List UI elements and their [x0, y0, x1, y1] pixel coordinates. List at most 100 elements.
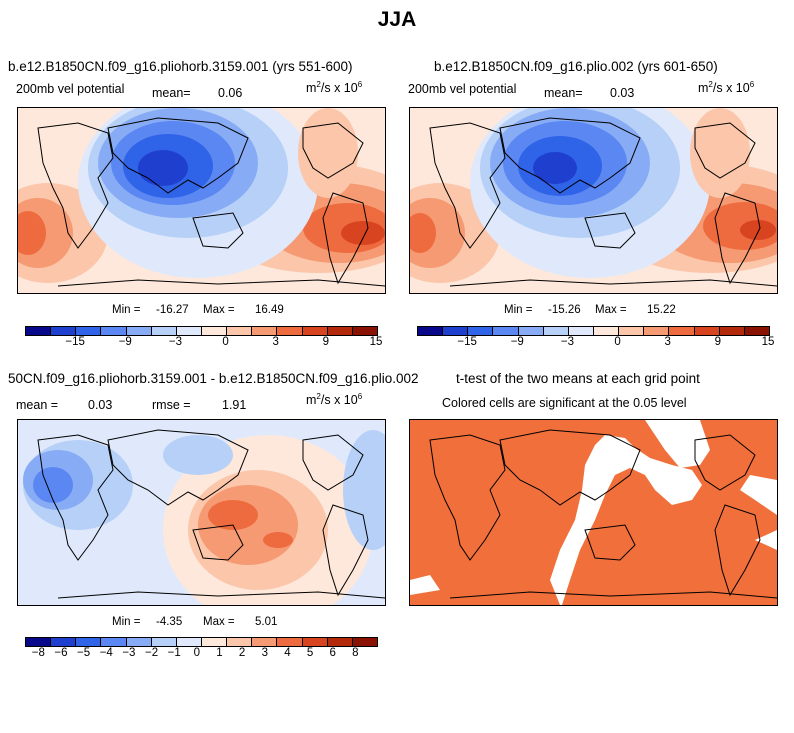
colorbar-swatch	[26, 638, 52, 646]
panel4-significance	[410, 420, 777, 605]
colorbar-swatch	[277, 327, 303, 335]
panel2-mean-label: mean=	[544, 86, 583, 100]
colorbar-tick-label: −15	[65, 336, 85, 348]
colorbar-tick-label: 15	[761, 336, 775, 348]
panel3-mean-label: mean =	[16, 398, 59, 412]
colorbar-swatch	[51, 638, 77, 646]
colorbar-swatch	[252, 638, 278, 646]
colorbar-tick-label: −3	[560, 336, 574, 348]
panel2-colorbar	[417, 326, 770, 336]
colorbar-swatch	[518, 327, 544, 335]
panel1-max-label: Max =	[203, 304, 235, 316]
colorbar-swatch	[302, 638, 328, 646]
panel2-max-label: Max =	[595, 304, 627, 316]
panel4-map	[409, 419, 778, 606]
panel3-units: m2/s x 106	[306, 392, 363, 408]
colorbar-swatch	[327, 638, 353, 646]
panel3-mean-value: 0.03	[88, 398, 113, 412]
colorbar-swatch	[277, 638, 303, 646]
panel3-max-label: Max =	[203, 616, 235, 628]
panel2-field	[410, 108, 777, 293]
panel1-mean-value: 0.06	[218, 86, 243, 100]
colorbar-swatch	[694, 327, 720, 335]
colorbar-tick-label: 6	[329, 647, 336, 659]
colorbar-tick-label: −1	[167, 647, 181, 659]
colorbar-swatch	[352, 638, 377, 646]
colorbar-tick-label: −3	[168, 336, 182, 348]
colorbar-swatch	[51, 327, 77, 335]
colorbar-swatch	[252, 327, 278, 335]
colorbar-swatch	[468, 327, 494, 335]
colorbar-swatch	[719, 327, 745, 335]
panel1-max-value: 16.49	[255, 304, 284, 316]
colorbar-swatch	[126, 327, 152, 335]
colorbar-tick-label: −6	[54, 647, 68, 659]
colorbar-tick-label: 15	[369, 336, 383, 348]
colorbar-swatch	[352, 327, 377, 335]
panel4-subtitle: Colored cells are significant at the 0.0…	[442, 396, 687, 410]
page-title: JJA	[377, 8, 417, 31]
panel1-field	[18, 108, 385, 293]
panel3-colorbar	[25, 637, 378, 647]
colorbar-tick-label: 0	[614, 336, 621, 348]
colorbar-tick-label: −8	[31, 647, 45, 659]
panel2-title: b.e12.B1850CN.f09_g16.plio.002 (yrs 601-…	[434, 59, 718, 74]
panel1-title: b.e12.B1850CN.f09_g16.pliohorb.3159.001 …	[8, 59, 353, 74]
panel3-rmse-label: rmse =	[152, 398, 191, 412]
colorbar-swatch	[101, 327, 127, 335]
colorbar-swatch	[327, 327, 353, 335]
colorbar-swatch	[76, 327, 102, 335]
panel1-map	[17, 107, 386, 294]
panel1-units: m2/s x 106	[306, 80, 363, 96]
colorbar-swatch	[543, 327, 569, 335]
panel3-min-value: -4.35	[156, 616, 183, 628]
panel1-min-value: -16.27	[156, 304, 189, 316]
colorbar-tick-label: 9	[322, 336, 330, 348]
panel1-colorbar	[25, 326, 378, 336]
colorbar-swatch	[227, 327, 253, 335]
panel3-max-value: 5.01	[255, 616, 278, 628]
colorbar-tick-label: 1	[216, 647, 223, 659]
colorbar-tick-label: 9	[714, 336, 722, 348]
colorbar-swatch	[493, 327, 519, 335]
panel2-map	[409, 107, 778, 294]
colorbar-tick-label: 3	[664, 336, 671, 348]
panel3-title: 50CN.f09_g16.pliohorb.3159.001 - b.e12.B…	[8, 371, 419, 386]
colorbar-swatch	[619, 327, 645, 335]
panel3-min-label: Min =	[112, 616, 141, 628]
colorbar-swatch	[126, 638, 152, 646]
colorbar-swatch	[176, 638, 202, 646]
colorbar-tick-label: 2	[238, 647, 246, 659]
panel2-min-label: Min =	[504, 304, 533, 316]
colorbar-tick-label: 4	[284, 647, 291, 659]
colorbar-tick-label: −4	[99, 647, 113, 659]
panel1-min-label: Min =	[112, 304, 141, 316]
colorbar-swatch	[593, 327, 620, 335]
panel3-field	[18, 420, 385, 605]
colorbar-tick-label: −3	[122, 647, 136, 659]
colorbar-tick-label: −15	[457, 336, 477, 348]
colorbar-swatch	[443, 327, 469, 335]
colorbar-swatch	[76, 638, 102, 646]
colorbar-tick-label: 0	[193, 647, 201, 659]
panel2-max-value: 15.22	[647, 304, 676, 316]
colorbar-swatch	[744, 327, 769, 335]
colorbar-swatch	[302, 327, 328, 335]
panel4-title: t-test of the two means at each grid poi…	[456, 371, 700, 386]
colorbar-tick-label: −9	[510, 336, 524, 348]
panel3-map	[17, 419, 386, 606]
colorbar-swatch	[176, 327, 202, 335]
panel1-mean-label: mean=	[152, 86, 191, 100]
colorbar-tick-label: 0	[222, 336, 229, 348]
panel2-variable: 200mb vel potential	[408, 82, 517, 96]
panel1-variable: 200mb vel potential	[16, 82, 125, 96]
colorbar-swatch	[201, 638, 228, 646]
colorbar-tick-label: 5	[306, 647, 314, 659]
colorbar-tick-label: 3	[261, 647, 268, 659]
colorbar-swatch	[151, 327, 177, 335]
panel2-units: m2/s x 106	[698, 80, 755, 96]
colorbar-swatch	[26, 327, 52, 335]
colorbar-tick-label: −9	[118, 336, 132, 348]
colorbar-swatch	[201, 327, 228, 335]
colorbar-swatch	[568, 327, 594, 335]
